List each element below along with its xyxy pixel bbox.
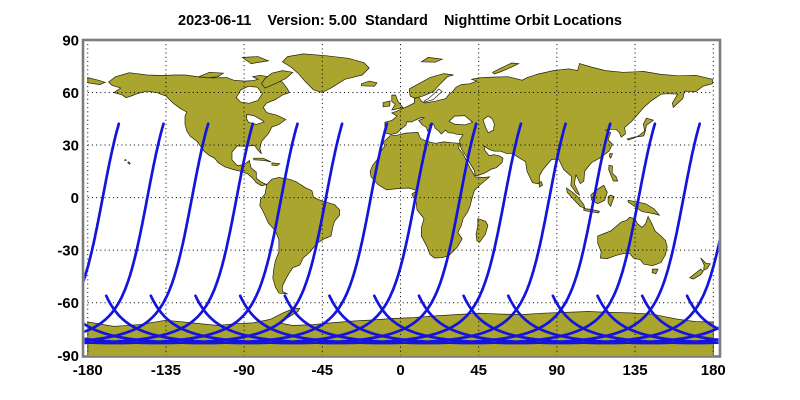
land-scandinavia: [408, 73, 454, 99]
plot-title: 2023-06-11 Version: 5.00 Standard Nightt…: [178, 13, 622, 29]
orbit-track-1: [84, 122, 165, 334]
land-iceland: [361, 80, 378, 87]
y-tick-label: -30: [57, 243, 79, 260]
land-nz_south: [689, 268, 704, 280]
land-madagascar: [475, 218, 489, 243]
land-africa: [369, 132, 491, 259]
orbit-track-5: [84, 122, 344, 345]
orbit-tracks: [84, 122, 760, 345]
x-tick-label: -90: [233, 362, 255, 379]
orbit-track-5: [640, 294, 719, 342]
lake-baltic_sea: [423, 88, 443, 103]
x-tick-label: -45: [311, 362, 333, 379]
land-greenland: [281, 53, 370, 93]
y-tick-label: -90: [57, 348, 79, 365]
orbit-track-6: [84, 122, 389, 345]
land-eurasia: [384, 63, 713, 196]
land-hawaii_2: [124, 158, 128, 161]
orbit-track-11: [283, 122, 612, 345]
land-victoria_island: [197, 71, 225, 79]
orbit-track-13: [372, 122, 702, 345]
lake-hudson_bay: [235, 85, 263, 104]
orbit-track-10: [238, 122, 567, 345]
land-japan: [626, 117, 655, 141]
x-tick-label: 90: [549, 362, 566, 379]
orbit-track-7: [104, 122, 433, 345]
orbit-track-0: [417, 239, 719, 345]
orbit-track-9: [194, 122, 523, 345]
y-axis-labels: 90 60 30 0 -30 -60 -90: [57, 32, 79, 364]
land-baffin_island: [261, 70, 294, 89]
land-ellesmere: [241, 56, 270, 64]
land-hawaii_1: [127, 161, 131, 165]
land-hispaniola: [271, 162, 281, 167]
lake-caspian_sea: [482, 115, 495, 134]
orbit-track-7: [732, 296, 760, 327]
y-tick-label: 0: [71, 190, 79, 207]
orbit-track-2: [84, 122, 210, 342]
x-tick-label: 45: [470, 362, 487, 379]
x-axis-labels: -180 -135 -90 -45 0 45 90 135 180: [73, 362, 726, 379]
land-uk: [391, 94, 404, 111]
orbit-track-3: [84, 122, 255, 345]
x-tick-label: -135: [151, 362, 181, 379]
land-sulawesi: [607, 194, 615, 208]
x-tick-label: 135: [623, 362, 648, 379]
land-sri_lanka: [538, 180, 544, 188]
land-australia: [597, 215, 668, 266]
land-novaya_zemlya: [492, 62, 520, 75]
lake-black_sea: [448, 115, 474, 126]
x-tick-label: 0: [396, 362, 404, 379]
y-tick-label: 30: [62, 138, 79, 155]
land-nz_north: [700, 257, 711, 271]
land-taiwan: [608, 153, 613, 159]
orbit-track-12: [328, 122, 657, 345]
y-tick-label: 90: [62, 32, 79, 49]
x-tick-label: 180: [701, 362, 726, 379]
land-svalbard: [420, 57, 444, 63]
land-philippines: [608, 164, 619, 182]
y-tick-label: -60: [57, 295, 79, 312]
y-tick-label: 60: [62, 85, 79, 102]
orbit-track-0: [84, 122, 121, 283]
land-tasmania: [651, 268, 659, 275]
orbit-track-8: [149, 122, 478, 345]
orbit-track-6: [685, 294, 719, 331]
land-cuba: [253, 157, 272, 163]
land-new_guinea: [627, 199, 661, 216]
plot-frame: [81, 38, 722, 358]
land-ireland: [382, 100, 391, 108]
orbit-track-4: [596, 294, 719, 345]
x-tick-label: -180: [73, 362, 103, 379]
lake-great_lakes: [246, 113, 265, 125]
land-chukotka_wrap: [87, 77, 107, 85]
